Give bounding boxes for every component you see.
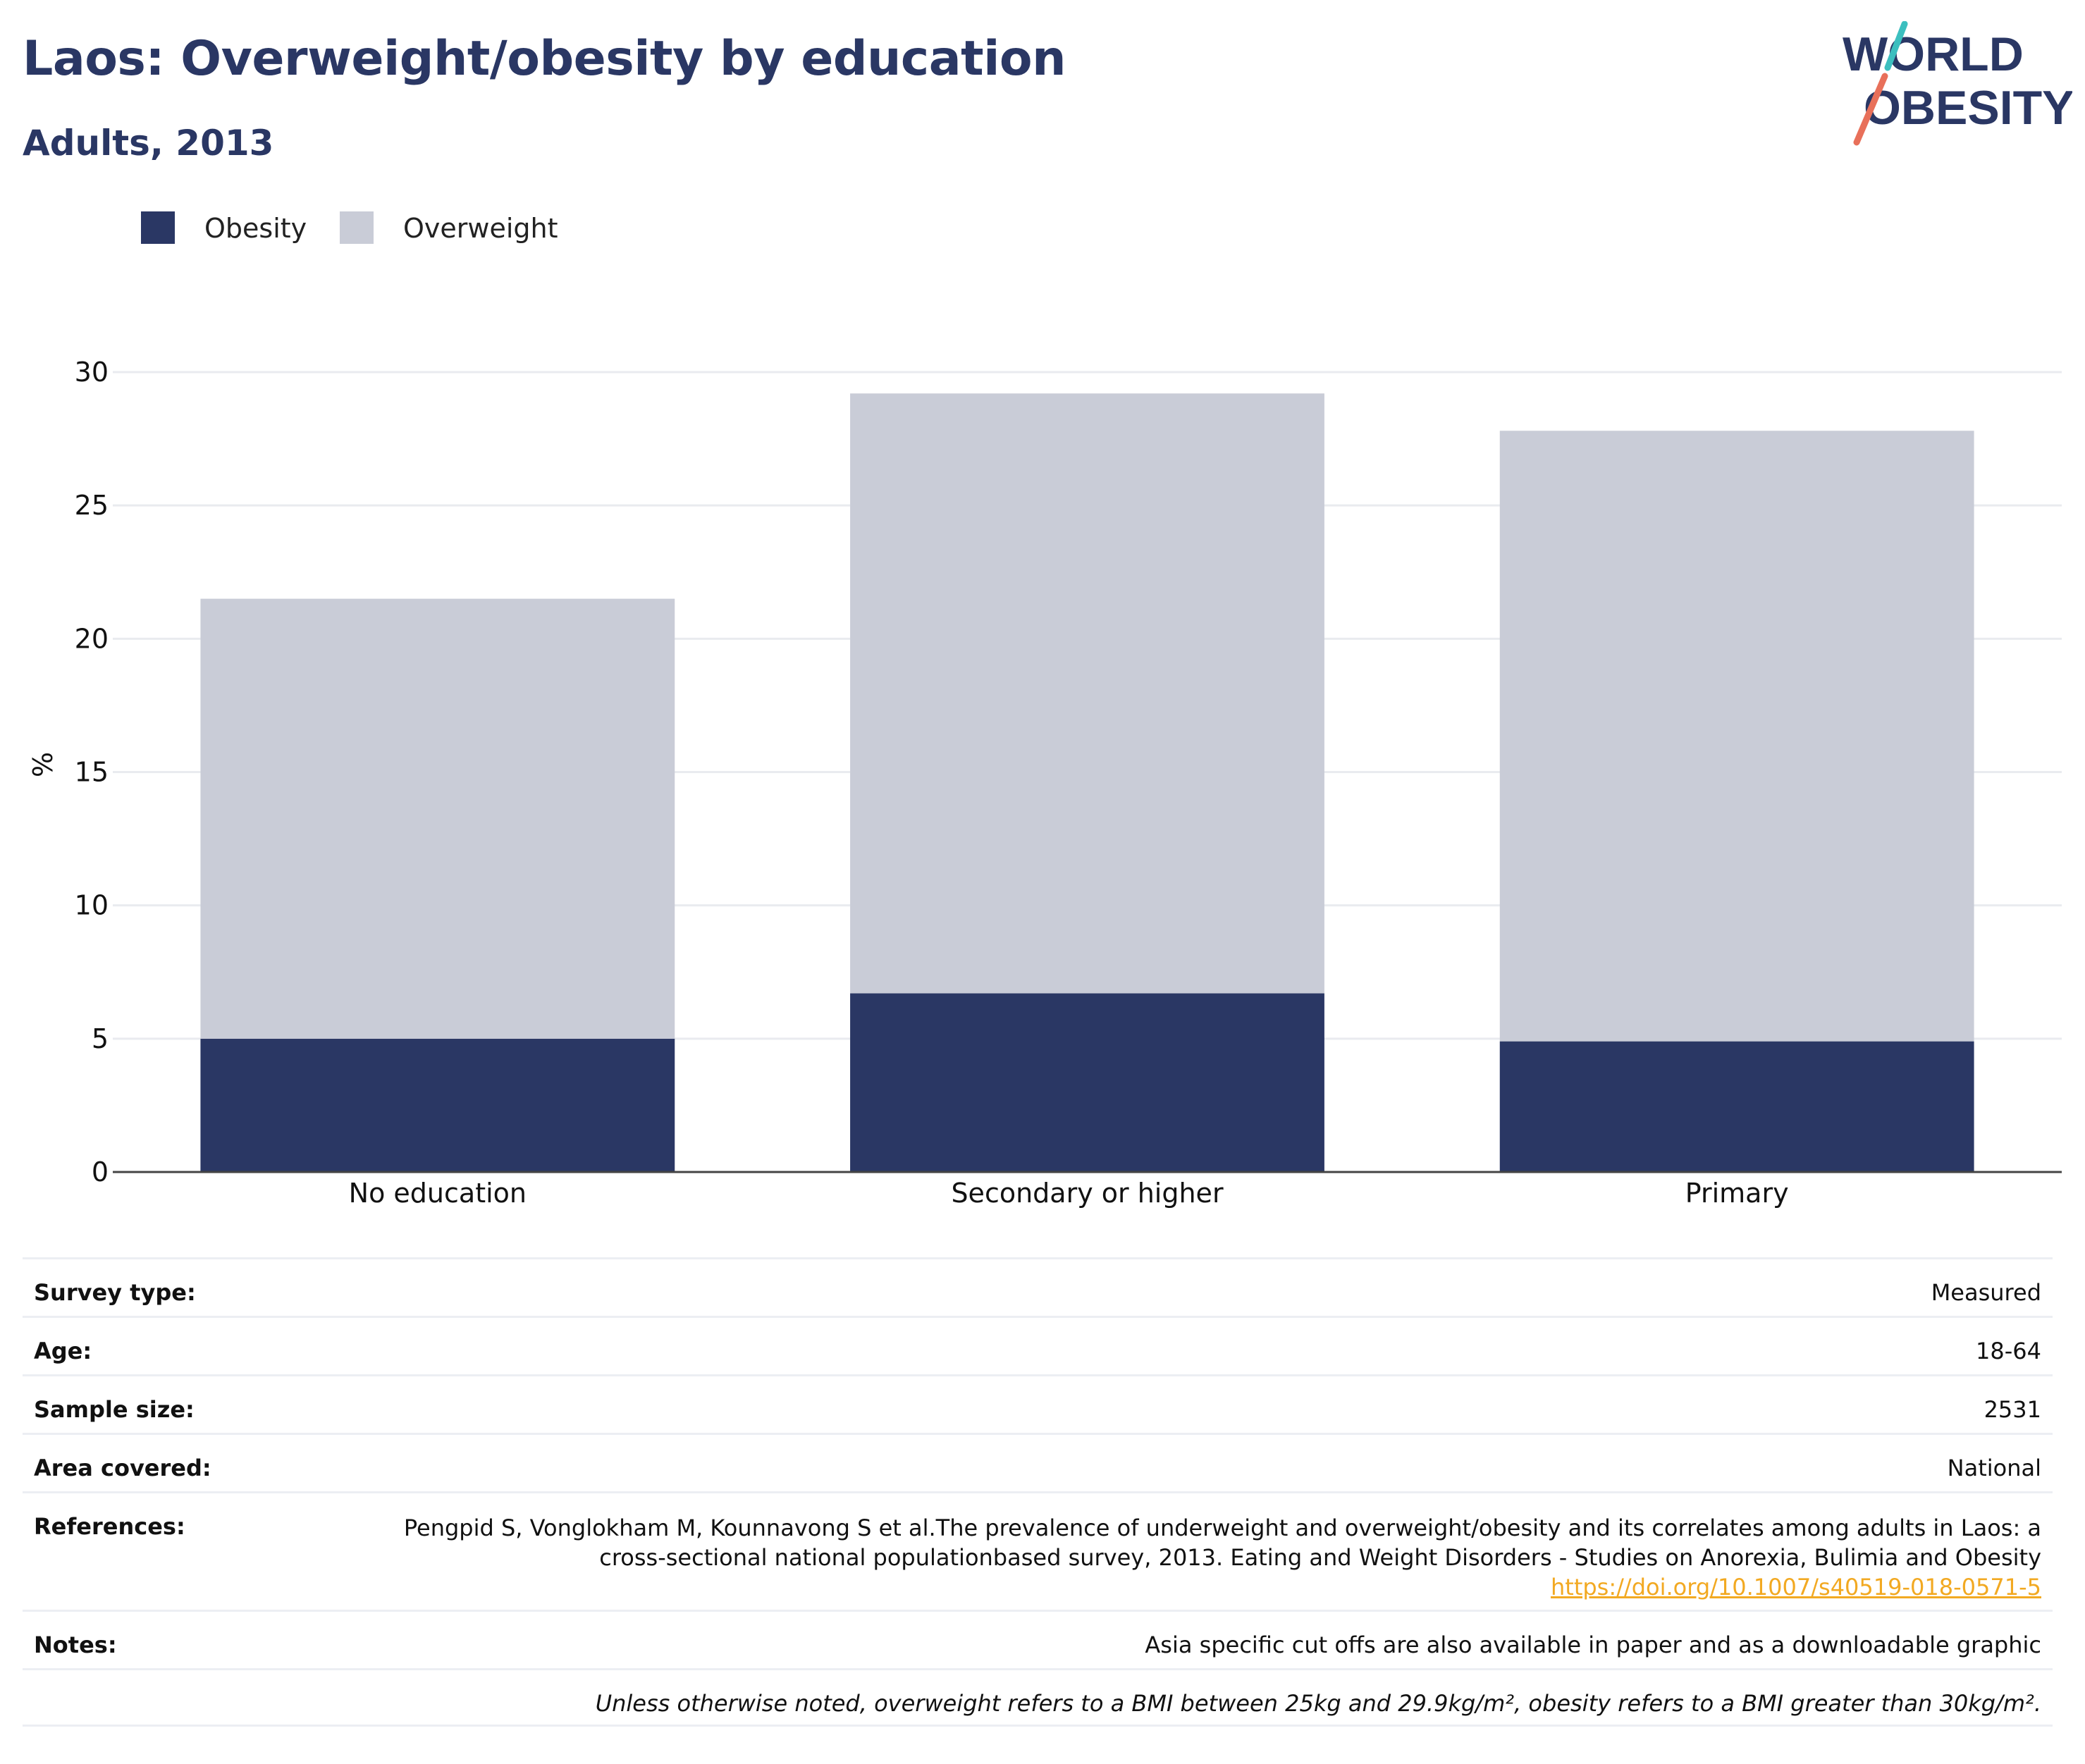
chart-subtitle: Adults, 2013 xyxy=(23,123,274,164)
world-obesity-logo: WORLD OBESITY xyxy=(1843,21,2072,146)
meta-row-references: References: Pengpid S, Vonglokham M, Kou… xyxy=(23,1491,2053,1610)
logo-word-obesity: OBESITY xyxy=(1864,81,2072,135)
reference-doi-link[interactable]: https://doi.org/10.1007/s40519-018-0571-… xyxy=(1550,1574,2041,1600)
meta-label-notes: Notes: xyxy=(34,1632,117,1658)
y-tick-label-0: 0 xyxy=(92,1157,109,1188)
meta-row-age: Age: 18-64 xyxy=(23,1316,2053,1374)
legend-label-overweight: Overweight xyxy=(403,213,558,244)
y-tick-label-30: 30 xyxy=(75,357,109,388)
x-tick-label-no-education: No education xyxy=(349,1178,527,1209)
bar-overweight-no-education xyxy=(200,598,675,1039)
meta-label-references: References: xyxy=(34,1513,185,1540)
legend-swatch-overweight xyxy=(340,211,374,244)
meta-value-age: 18-64 xyxy=(1976,1338,2041,1364)
y-tick-label-25: 25 xyxy=(75,490,109,521)
y-tick-label-15: 15 xyxy=(75,757,109,788)
y-tick-label-20: 20 xyxy=(75,623,109,654)
meta-label-sample-size: Sample size: xyxy=(34,1396,195,1423)
stacked-bar-chart: 0 5 10 15 20 25 30 No education Secondary or hi… xyxy=(27,357,2062,1209)
x-tick-label-secondary-or-higher: Secondary or higher xyxy=(951,1178,1224,1209)
legend-label-obesity: Obesity xyxy=(204,213,307,244)
reference-citation-text: Pengpid S, Vonglokham M, Kounnavong S et… xyxy=(403,1515,2041,1571)
meta-row-sample-size: Sample size: 2531 xyxy=(23,1374,2053,1433)
meta-row-footnote: Unless otherwise noted, overweight refer… xyxy=(23,1668,2053,1727)
y-axis-ticks: 0 5 10 15 20 25 30 xyxy=(75,357,109,1188)
logo-word-world: WORLD xyxy=(1843,27,2024,81)
legend-swatch-obesity xyxy=(141,211,175,244)
bar-overweight-secondary-or-higher xyxy=(850,393,1324,994)
logo-slash-coral xyxy=(1853,73,1888,146)
meta-value-sample-size: 2531 xyxy=(1983,1396,2041,1423)
survey-metadata-table: Survey type: Measured Age: 18-64 Sample … xyxy=(23,1257,2053,1727)
x-axis-ticks: No education Secondary or higher Primary xyxy=(349,1178,1789,1209)
bar-overweight-primary xyxy=(1499,431,1974,1042)
meta-row-notes: Notes: Asia specific cut offs are also a… xyxy=(23,1610,2053,1668)
y-tick-label-10: 10 xyxy=(75,890,109,921)
meta-value-notes: Asia specific cut offs are also availabl… xyxy=(1145,1632,2041,1658)
bmi-definition-footnote: Unless otherwise noted, overweight refer… xyxy=(595,1690,2041,1717)
chart-title: Laos: Overweight/obesity by education xyxy=(23,31,1066,87)
x-tick-label-primary: Primary xyxy=(1685,1178,1789,1209)
meta-label-age: Age: xyxy=(34,1338,92,1364)
y-axis-label: % xyxy=(27,752,59,777)
meta-value-area-covered: National xyxy=(1947,1455,2041,1481)
meta-label-area-covered: Area covered: xyxy=(34,1455,211,1481)
bar-obesity-secondary-or-higher xyxy=(850,993,1324,1172)
logo-slash-teal xyxy=(1884,21,1908,71)
y-tick-label-5: 5 xyxy=(92,1023,109,1054)
bar-obesity-primary xyxy=(1499,1041,1974,1172)
bar-obesity-no-education xyxy=(200,1038,675,1172)
meta-value-references: Pengpid S, Vonglokham M, Kounnavong S et… xyxy=(350,1513,2041,1602)
meta-label-survey-type: Survey type: xyxy=(34,1279,196,1306)
meta-row-survey-type: Survey type: Measured xyxy=(23,1257,2053,1316)
meta-row-area-covered: Area covered: National xyxy=(23,1433,2053,1491)
bars xyxy=(200,393,1974,1172)
meta-value-survey-type: Measured xyxy=(1931,1279,2041,1306)
